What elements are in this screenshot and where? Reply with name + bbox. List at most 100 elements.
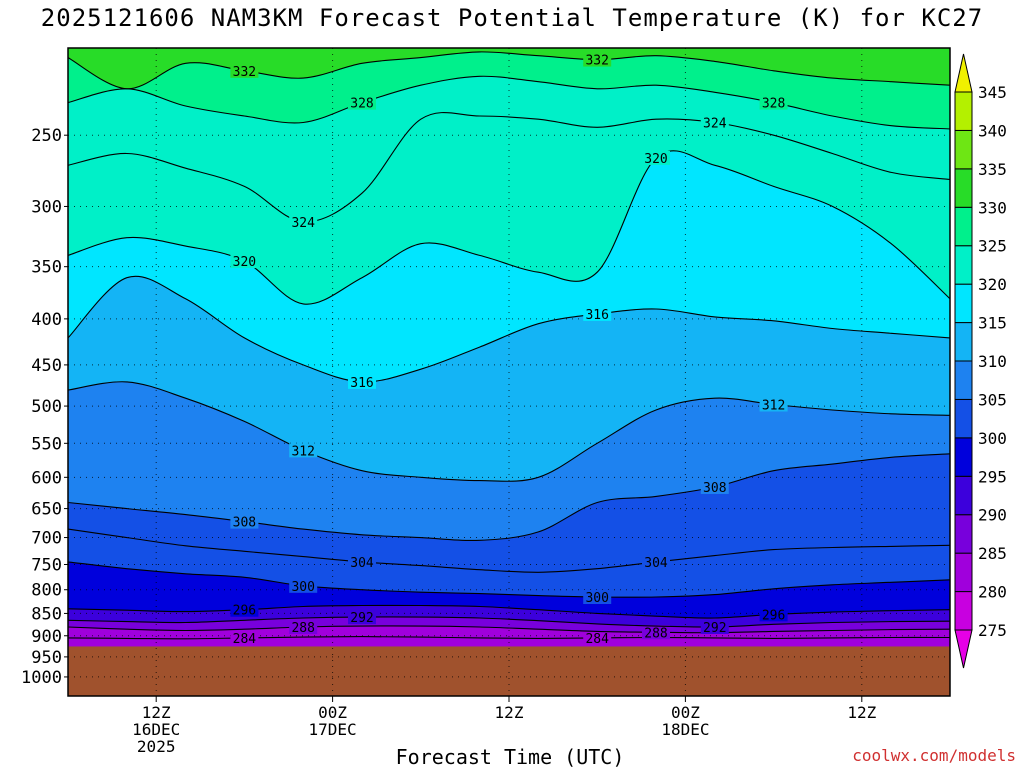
y-tick-label: 550 [31, 434, 62, 454]
x-tick-label: 18DEC [661, 720, 709, 739]
contour-label: 320 [644, 152, 667, 167]
colorbar-swatch [954, 552, 973, 593]
colorbar-tick-label: 280 [978, 583, 1007, 602]
contour-label-bg [759, 607, 788, 622]
contour-label: 332 [585, 54, 608, 69]
contour-label: 316 [585, 308, 608, 323]
contour-label: 292 [350, 611, 373, 626]
contour-line-layer: 284 284 288 288 292 292 296 296 300 300 304 304 308 3… [68, 51, 950, 647]
y-tick-label: 900 [31, 627, 62, 647]
contour-line [68, 381, 950, 482]
contour-label: 300 [291, 580, 314, 595]
contour-label: 312 [762, 399, 785, 414]
colorbar-tick-label: 295 [978, 467, 1007, 486]
contour-line [68, 636, 950, 640]
contour-band [68, 625, 950, 639]
contour-line [68, 150, 950, 305]
contour-label-bg [230, 630, 259, 645]
contour-label-bg [348, 95, 376, 110]
contour-label: 324 [703, 116, 727, 131]
colorbar-tick-label: 320 [978, 275, 1007, 294]
colorbar-swatch [954, 398, 973, 439]
contour-label-bg [642, 150, 670, 165]
contour-label: 328 [762, 97, 785, 112]
contour-label-bg [348, 554, 376, 569]
y-tick-label: 1000 [21, 668, 62, 688]
colorbar-swatch [954, 283, 973, 324]
contour-label-bg [230, 602, 259, 617]
colorbar-swatch [954, 514, 973, 554]
contour-line [68, 528, 950, 573]
colorbar-swatch [954, 91, 973, 131]
contour-line [68, 51, 950, 90]
x-tick-label: 12Z [142, 703, 171, 722]
colorbar-tick-label: 290 [978, 506, 1007, 525]
contour-label-bg [289, 619, 318, 634]
contour-line [68, 561, 950, 598]
contour-label: 296 [233, 604, 256, 619]
contour-label: 320 [233, 255, 256, 270]
contour-label-bg [700, 479, 729, 494]
y-axis: 250 300 350 400 450 500 550 600 650 700 750 800 850 9… [21, 126, 68, 688]
colorbar-swatch [954, 437, 973, 477]
y-tick-label: 750 [31, 556, 62, 576]
y-tick-label: 650 [31, 500, 62, 520]
colorbar-swatch [954, 360, 973, 400]
contour-label-bg [700, 619, 729, 634]
colorbar-swatch [954, 591, 973, 631]
colorbar-swatch [954, 475, 973, 516]
contour-label: 308 [233, 516, 256, 531]
contour-band [68, 48, 950, 89]
contour-line [68, 604, 950, 619]
colorbar-tick-label: 330 [978, 198, 1007, 217]
contour-label-bg [642, 554, 670, 569]
y-tick-label: 450 [31, 356, 62, 376]
contour-label-bg [348, 610, 376, 625]
colorbar-tick-label: 340 [978, 121, 1007, 140]
contour-line [68, 112, 950, 223]
y-tick-label: 300 [31, 197, 62, 217]
y-tick-label: 600 [31, 468, 62, 488]
colorbar-tick-label: 300 [978, 429, 1007, 448]
contour-label: 288 [291, 621, 314, 636]
ground-layer [68, 646, 950, 696]
contour-label-bg [700, 115, 729, 130]
contour-label-bg [583, 589, 612, 604]
contour-label-bg [289, 578, 318, 593]
colorbar-tick-label: 310 [978, 352, 1007, 371]
contour-label-bg [230, 63, 259, 78]
y-tick-label: 950 [31, 648, 62, 668]
colorbar: 275 280 285 290 295 300 305 310 315 320 325 330 335 3… [954, 53, 1007, 669]
contour-label-bg [289, 443, 318, 458]
y-tick-label: 800 [31, 581, 62, 601]
contour-label-bg [583, 52, 612, 67]
ground-fill [68, 646, 950, 696]
colorbar-swatch [954, 129, 973, 170]
contour-label: 300 [585, 591, 608, 606]
contour-line [68, 75, 950, 130]
x-tick-label: 16DEC [132, 720, 180, 739]
contour-band [68, 561, 950, 619]
x-axis-title: Forecast Time (UTC) [395, 745, 625, 769]
contour-label: 296 [762, 608, 785, 623]
contour-label: 304 [644, 556, 668, 571]
y-tick-label: 350 [31, 258, 62, 278]
contour-line [68, 275, 950, 383]
contour-label-bg [289, 214, 318, 229]
contour-label: 332 [233, 65, 256, 80]
x-tick-label: 00Z [671, 703, 700, 722]
y-tick-label: 250 [31, 126, 62, 146]
contour-label: 324 [291, 216, 315, 231]
contour-line [68, 453, 950, 542]
colorbar-tick-label: 315 [978, 314, 1007, 333]
contour-label: 288 [644, 626, 667, 641]
contour-label-bg [230, 254, 259, 269]
contour-label: 308 [703, 481, 726, 496]
colorbar-swatch [954, 168, 973, 208]
contour-label: 316 [350, 376, 373, 391]
colorbar-tick-label: 275 [978, 621, 1007, 640]
x-tick-label: 17DEC [309, 720, 357, 739]
colorbar-tick-label: 305 [978, 390, 1007, 409]
